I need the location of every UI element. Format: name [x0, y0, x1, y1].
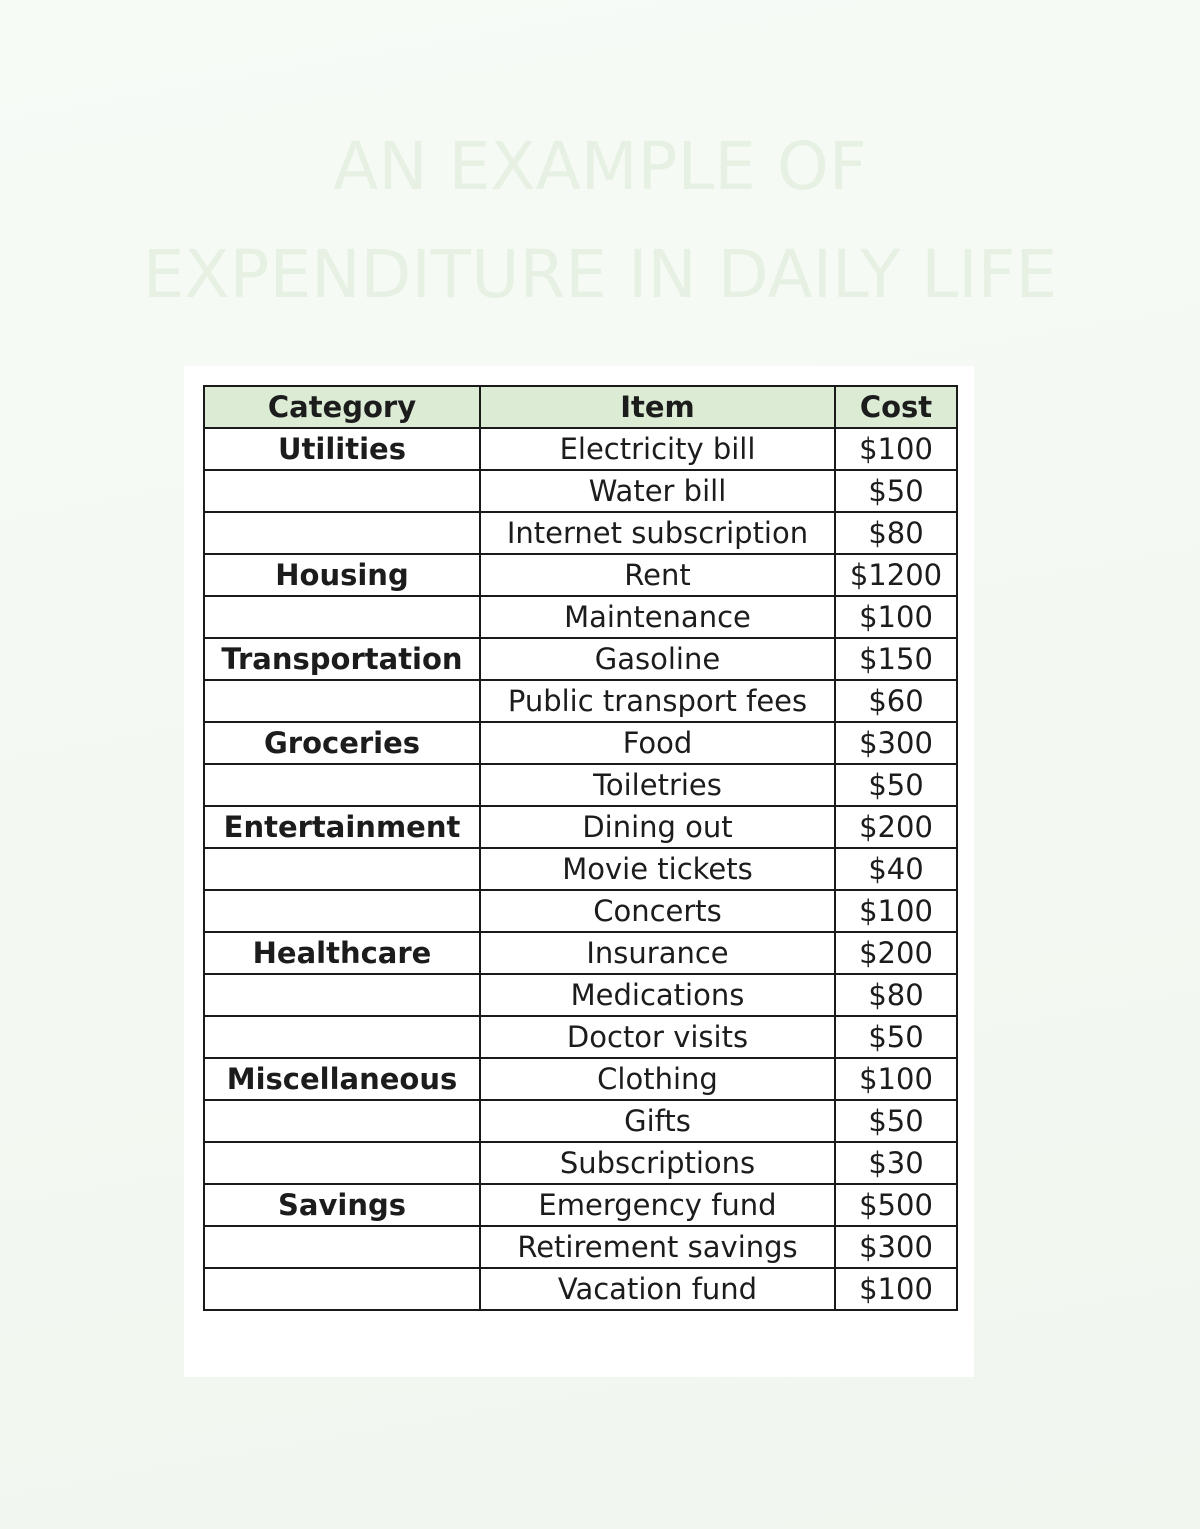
category-cell: Groceries — [203, 721, 481, 765]
item-cell: Toiletries — [479, 763, 836, 807]
table-row: Miscellaneous Clothing $100 — [203, 1057, 958, 1101]
category-cell — [203, 763, 481, 807]
cost-cell: $100 — [834, 427, 958, 471]
cost-cell: $50 — [834, 469, 958, 513]
table-row: Transportation Gasoline $150 — [203, 637, 958, 681]
table-row: Toiletries $50 — [203, 763, 958, 807]
cost-cell: $300 — [834, 1225, 958, 1269]
table-row: Housing Rent $1200 — [203, 553, 958, 597]
category-cell: Transportation — [203, 637, 481, 681]
category-cell — [203, 679, 481, 723]
table-row: Vacation fund $100 — [203, 1267, 958, 1311]
item-cell: Retirement savings — [479, 1225, 836, 1269]
item-cell: Movie tickets — [479, 847, 836, 891]
cost-cell: $50 — [834, 1099, 958, 1143]
cost-cell: $300 — [834, 721, 958, 765]
cost-cell: $150 — [834, 637, 958, 681]
item-cell: Clothing — [479, 1057, 836, 1101]
table-row: Subscriptions $30 — [203, 1141, 958, 1185]
cost-cell: $30 — [834, 1141, 958, 1185]
category-cell: Healthcare — [203, 931, 481, 975]
category-cell — [203, 1099, 481, 1143]
item-cell: Medications — [479, 973, 836, 1017]
cost-cell: $200 — [834, 805, 958, 849]
item-cell: Maintenance — [479, 595, 836, 639]
table-row: Retirement savings $300 — [203, 1225, 958, 1269]
category-cell: Utilities — [203, 427, 481, 471]
item-cell: Gasoline — [479, 637, 836, 681]
cost-cell: $100 — [834, 1057, 958, 1101]
header-cost: Cost — [834, 385, 958, 429]
header-item: Item — [479, 385, 836, 429]
page-title-line-1: AN EXAMPLE OF — [333, 128, 867, 205]
table-row: Gifts $50 — [203, 1099, 958, 1143]
category-cell — [203, 1225, 481, 1269]
item-cell: Subscriptions — [479, 1141, 836, 1185]
cost-cell: $100 — [834, 1267, 958, 1311]
cost-cell: $200 — [834, 931, 958, 975]
table-row: Savings Emergency fund $500 — [203, 1183, 958, 1227]
table-header-row: Category Item Cost — [203, 385, 958, 429]
table-row: Medications $80 — [203, 973, 958, 1017]
item-cell: Doctor visits — [479, 1015, 836, 1059]
table-row: Concerts $100 — [203, 889, 958, 933]
table-row: Maintenance $100 — [203, 595, 958, 639]
cost-cell: $100 — [834, 595, 958, 639]
category-cell — [203, 1141, 481, 1185]
category-cell — [203, 1267, 481, 1311]
cost-cell: $1200 — [834, 553, 958, 597]
category-cell: Entertainment — [203, 805, 481, 849]
cost-cell: $50 — [834, 1015, 958, 1059]
table-row: Water bill $50 — [203, 469, 958, 513]
table-row: Public transport fees $60 — [203, 679, 958, 723]
table-row: Entertainment Dining out $200 — [203, 805, 958, 849]
cost-cell: $80 — [834, 511, 958, 555]
table-row: Utilities Electricity bill $100 — [203, 427, 958, 471]
cost-cell: $40 — [834, 847, 958, 891]
category-cell — [203, 847, 481, 891]
cost-cell: $60 — [834, 679, 958, 723]
cost-cell: $80 — [834, 973, 958, 1017]
item-cell: Water bill — [479, 469, 836, 513]
table-body: Utilities Electricity bill $100 Water bill $… — [203, 427, 958, 1311]
cost-cell: $100 — [834, 889, 958, 933]
page-title-line-2: EXPENDITURE IN DAILY LIFE — [142, 236, 1058, 313]
table-row: Movie tickets $40 — [203, 847, 958, 891]
item-cell: Insurance — [479, 931, 836, 975]
item-cell: Concerts — [479, 889, 836, 933]
item-cell: Gifts — [479, 1099, 836, 1143]
item-cell: Electricity bill — [479, 427, 836, 471]
category-cell: Housing — [203, 553, 481, 597]
category-cell — [203, 1015, 481, 1059]
category-cell — [203, 511, 481, 555]
category-cell — [203, 973, 481, 1017]
item-cell: Rent — [479, 553, 836, 597]
table-row: Doctor visits $50 — [203, 1015, 958, 1059]
category-cell: Miscellaneous — [203, 1057, 481, 1101]
category-cell: Savings — [203, 1183, 481, 1227]
category-cell — [203, 889, 481, 933]
table-row: Internet subscription $80 — [203, 511, 958, 555]
item-cell: Emergency fund — [479, 1183, 836, 1227]
category-cell — [203, 595, 481, 639]
item-cell: Food — [479, 721, 836, 765]
item-cell: Dining out — [479, 805, 836, 849]
header-category: Category — [203, 385, 481, 429]
table-row: Healthcare Insurance $200 — [203, 931, 958, 975]
category-cell — [203, 469, 481, 513]
item-cell: Public transport fees — [479, 679, 836, 723]
table-row: Groceries Food $300 — [203, 721, 958, 765]
expenditure-table: Category Item Cost Utilities Electricity … — [203, 385, 958, 1311]
item-cell: Vacation fund — [479, 1267, 836, 1311]
cost-cell: $500 — [834, 1183, 958, 1227]
cost-cell: $50 — [834, 763, 958, 807]
item-cell: Internet subscription — [479, 511, 836, 555]
